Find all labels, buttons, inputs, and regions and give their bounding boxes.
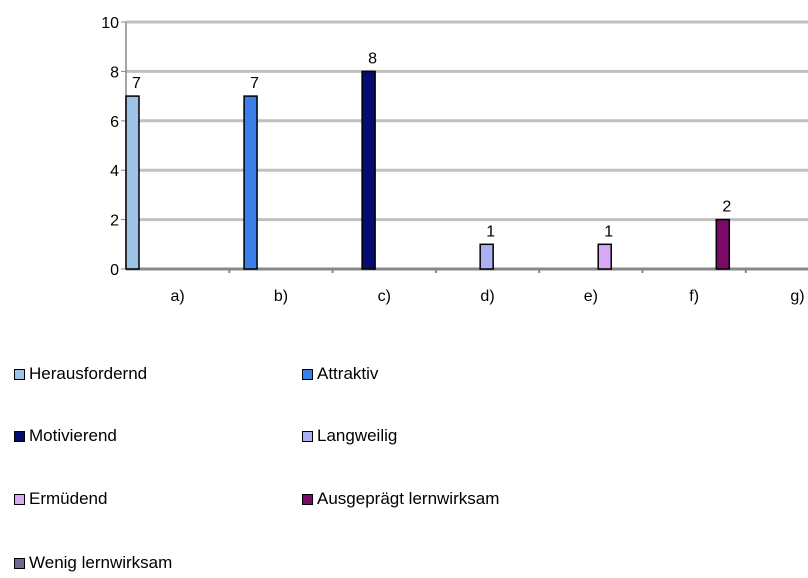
data-label: 7 bbox=[132, 75, 141, 92]
bar bbox=[125, 95, 140, 270]
x-tick-label: d) bbox=[480, 288, 494, 305]
x-tick-label: g) bbox=[790, 288, 804, 305]
data-label: 1 bbox=[604, 223, 613, 240]
bar bbox=[715, 218, 731, 270]
x-tick-label: e) bbox=[584, 288, 598, 305]
x-tick-label: b) bbox=[274, 288, 288, 305]
data-label: 8 bbox=[368, 50, 377, 67]
bar bbox=[597, 243, 612, 270]
x-tick-label: a) bbox=[171, 288, 185, 305]
x-tick-label: c) bbox=[378, 288, 391, 305]
y-tick-label: 0 bbox=[110, 262, 119, 279]
data-label: 2 bbox=[722, 199, 731, 216]
x-tick-label: f) bbox=[689, 288, 699, 305]
y-tick-label: 4 bbox=[110, 163, 119, 180]
bar bbox=[361, 70, 376, 270]
bar bbox=[243, 95, 258, 270]
y-tick-label: 8 bbox=[110, 64, 119, 81]
data-label: 7 bbox=[250, 75, 259, 92]
y-tick-label: 10 bbox=[101, 15, 119, 32]
bar bbox=[479, 243, 494, 270]
y-tick-label: 2 bbox=[110, 213, 119, 230]
data-label: 1 bbox=[486, 223, 495, 240]
y-tick-label: 6 bbox=[110, 114, 119, 131]
